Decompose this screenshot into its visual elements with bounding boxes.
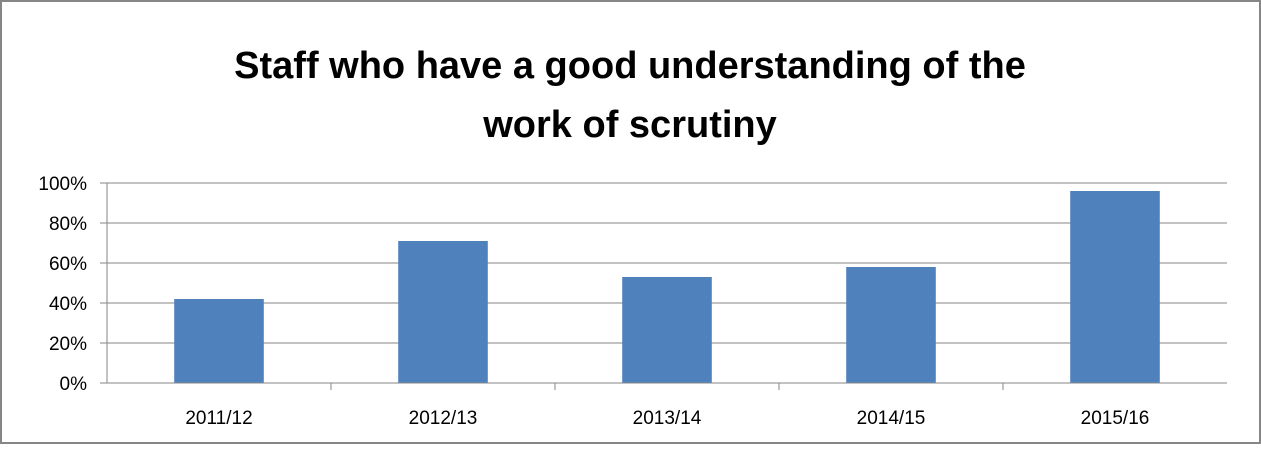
y-tick-label: 20% [49, 334, 87, 355]
bars [174, 191, 1160, 383]
y-tick-label: 60% [49, 254, 87, 275]
y-axis-tick-labels: 0% 20% 40% 60% 80% 100% [38, 174, 87, 395]
y-tick-label: 40% [49, 294, 87, 315]
axes [106, 183, 1227, 384]
bar-2013-14 [622, 277, 712, 383]
x-tick-label: 2012/13 [409, 408, 478, 429]
chart-title-line-2: work of scrutiny [482, 104, 777, 146]
x-tick-label: 2015/16 [1081, 408, 1150, 429]
y-tick-label: 80% [49, 214, 87, 235]
bar-2015-16 [1070, 191, 1160, 383]
x-tick-label: 2013/14 [633, 408, 702, 429]
x-axis-tick-labels: 2011/12 2012/13 2013/14 2014/15 2015/16 [185, 383, 1149, 429]
bar-2011-12 [174, 299, 264, 383]
y-tick-label: 0% [60, 374, 88, 395]
x-tick-label: 2011/12 [185, 408, 252, 429]
bar-2012-13 [398, 241, 488, 383]
chart-title-line-1: Staff who have a good understanding of t… [234, 45, 1026, 87]
x-tick-label: 2014/15 [857, 408, 926, 429]
bar-2014-15 [846, 267, 936, 383]
gridlines [100, 182, 1227, 384]
y-tick-label: 100% [38, 174, 87, 195]
